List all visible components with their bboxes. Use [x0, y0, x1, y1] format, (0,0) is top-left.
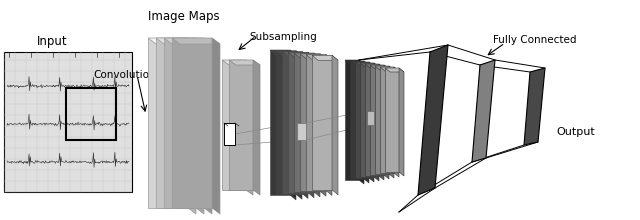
Polygon shape	[360, 63, 374, 177]
Polygon shape	[312, 55, 338, 60]
Polygon shape	[300, 54, 320, 191]
Polygon shape	[524, 68, 545, 145]
Polygon shape	[196, 38, 204, 214]
Polygon shape	[472, 60, 495, 162]
Polygon shape	[300, 54, 326, 59]
Text: Image Maps: Image Maps	[148, 10, 220, 23]
Bar	[224, 123, 235, 145]
Polygon shape	[379, 64, 384, 180]
Polygon shape	[320, 54, 326, 196]
Polygon shape	[418, 45, 448, 195]
Polygon shape	[355, 62, 369, 178]
Polygon shape	[296, 51, 302, 199]
Polygon shape	[172, 38, 212, 208]
Polygon shape	[375, 66, 394, 70]
Bar	[4, 52, 132, 192]
Polygon shape	[369, 62, 374, 182]
Polygon shape	[282, 51, 302, 194]
Polygon shape	[375, 66, 389, 174]
Polygon shape	[288, 52, 314, 57]
Text: Output: Output	[556, 127, 595, 137]
Polygon shape	[306, 55, 332, 59]
Polygon shape	[364, 61, 369, 183]
Bar	[66, 88, 116, 140]
Polygon shape	[282, 51, 308, 57]
Polygon shape	[212, 38, 220, 214]
Polygon shape	[314, 53, 320, 197]
Text: Subsampling: Subsampling	[249, 32, 317, 42]
Polygon shape	[294, 53, 320, 58]
Polygon shape	[222, 60, 253, 65]
Polygon shape	[350, 61, 364, 179]
Polygon shape	[246, 60, 253, 195]
Polygon shape	[365, 64, 379, 176]
Text: Fully Connected: Fully Connected	[493, 35, 577, 45]
Polygon shape	[290, 50, 296, 200]
Bar	[297, 123, 306, 140]
Polygon shape	[345, 60, 359, 180]
Polygon shape	[270, 50, 290, 195]
Polygon shape	[156, 38, 196, 208]
Polygon shape	[399, 68, 404, 176]
Polygon shape	[148, 38, 196, 44]
Polygon shape	[359, 60, 364, 184]
Polygon shape	[276, 51, 302, 56]
Polygon shape	[164, 38, 204, 208]
Polygon shape	[332, 55, 338, 195]
Polygon shape	[276, 51, 296, 194]
Polygon shape	[164, 38, 212, 44]
Polygon shape	[222, 60, 246, 190]
Polygon shape	[355, 62, 374, 66]
Polygon shape	[172, 38, 220, 44]
Polygon shape	[253, 60, 260, 195]
Polygon shape	[188, 38, 196, 214]
Polygon shape	[148, 38, 188, 208]
Polygon shape	[270, 50, 296, 55]
Polygon shape	[204, 38, 212, 214]
Polygon shape	[380, 67, 394, 173]
Polygon shape	[294, 53, 314, 192]
Polygon shape	[156, 38, 204, 44]
Polygon shape	[394, 67, 399, 177]
Polygon shape	[385, 68, 399, 172]
Polygon shape	[288, 52, 308, 193]
Polygon shape	[308, 52, 314, 198]
Polygon shape	[360, 63, 379, 67]
Polygon shape	[384, 65, 389, 179]
Text: Input: Input	[37, 35, 68, 48]
Polygon shape	[229, 60, 260, 65]
Polygon shape	[370, 65, 389, 69]
Polygon shape	[302, 51, 308, 198]
Polygon shape	[370, 65, 384, 175]
Polygon shape	[385, 68, 404, 72]
Polygon shape	[389, 66, 394, 178]
Polygon shape	[306, 55, 326, 191]
Polygon shape	[380, 67, 399, 71]
Polygon shape	[365, 64, 384, 68]
Polygon shape	[312, 55, 332, 190]
Polygon shape	[374, 63, 379, 181]
Polygon shape	[229, 60, 253, 190]
Polygon shape	[345, 60, 364, 64]
Text: Convolutions: Convolutions	[93, 70, 161, 80]
Polygon shape	[350, 61, 369, 65]
Polygon shape	[326, 55, 332, 196]
Bar	[367, 111, 374, 125]
